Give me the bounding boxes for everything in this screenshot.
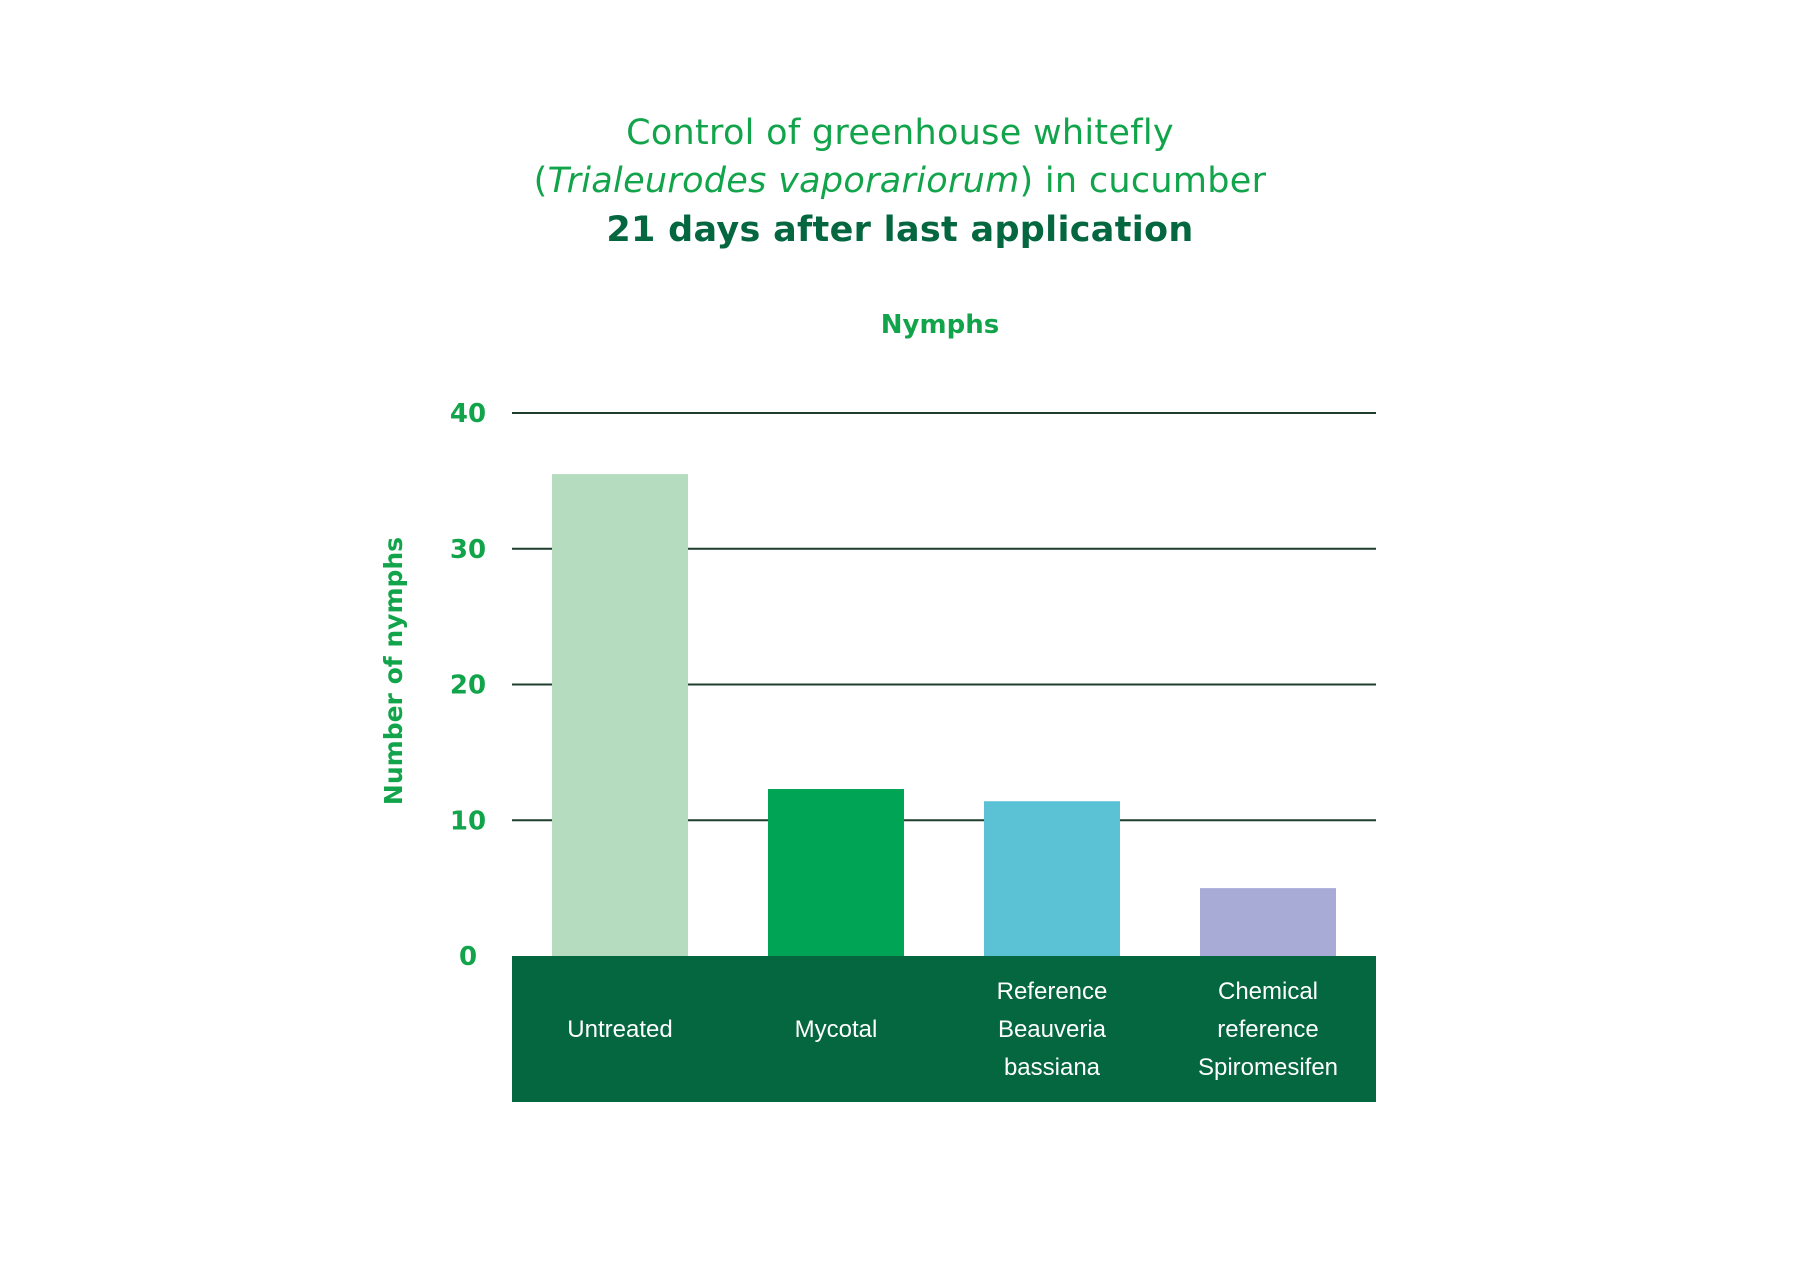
- x-tick-label: Untreated: [567, 1016, 672, 1043]
- x-tick-label: Spiromesifen: [1198, 1054, 1338, 1081]
- chart-title-line-1: Control of greenhouse whitefly: [626, 113, 1174, 153]
- category-band: [512, 956, 1376, 1102]
- x-tick-label: Reference: [997, 978, 1108, 1005]
- y-tick-label: 40: [450, 399, 486, 429]
- y-tick-label: 10: [450, 806, 486, 836]
- chart-title-line-3: 21 days after last application: [606, 210, 1194, 250]
- title-line-2-tail: ) in cucumber: [1019, 161, 1267, 201]
- x-tick-label: bassiana: [1004, 1054, 1101, 1081]
- species-name: Trialeurodes vaporariorum: [547, 161, 1020, 201]
- bar: [552, 474, 688, 956]
- y-tick-label: 0: [459, 942, 477, 972]
- y-tick-label: 20: [450, 671, 486, 701]
- x-tick-label: Chemical: [1218, 978, 1318, 1005]
- chart-title-line-2: (Trialeurodes vaporariorum) in cucumber: [0, 161, 1800, 201]
- bar: [1200, 888, 1336, 956]
- title-paren-open: (: [533, 161, 548, 201]
- bar: [984, 801, 1120, 956]
- y-axis-label: Number of nymphs: [379, 537, 408, 805]
- bar: [768, 789, 904, 956]
- chart-subtitle: Nymphs: [880, 310, 1000, 340]
- y-tick-label: 30: [450, 535, 486, 565]
- x-tick-label: Mycotal: [795, 1016, 878, 1043]
- x-tick-label: reference: [1217, 1016, 1318, 1043]
- x-tick-label: Beauveria: [998, 1016, 1107, 1043]
